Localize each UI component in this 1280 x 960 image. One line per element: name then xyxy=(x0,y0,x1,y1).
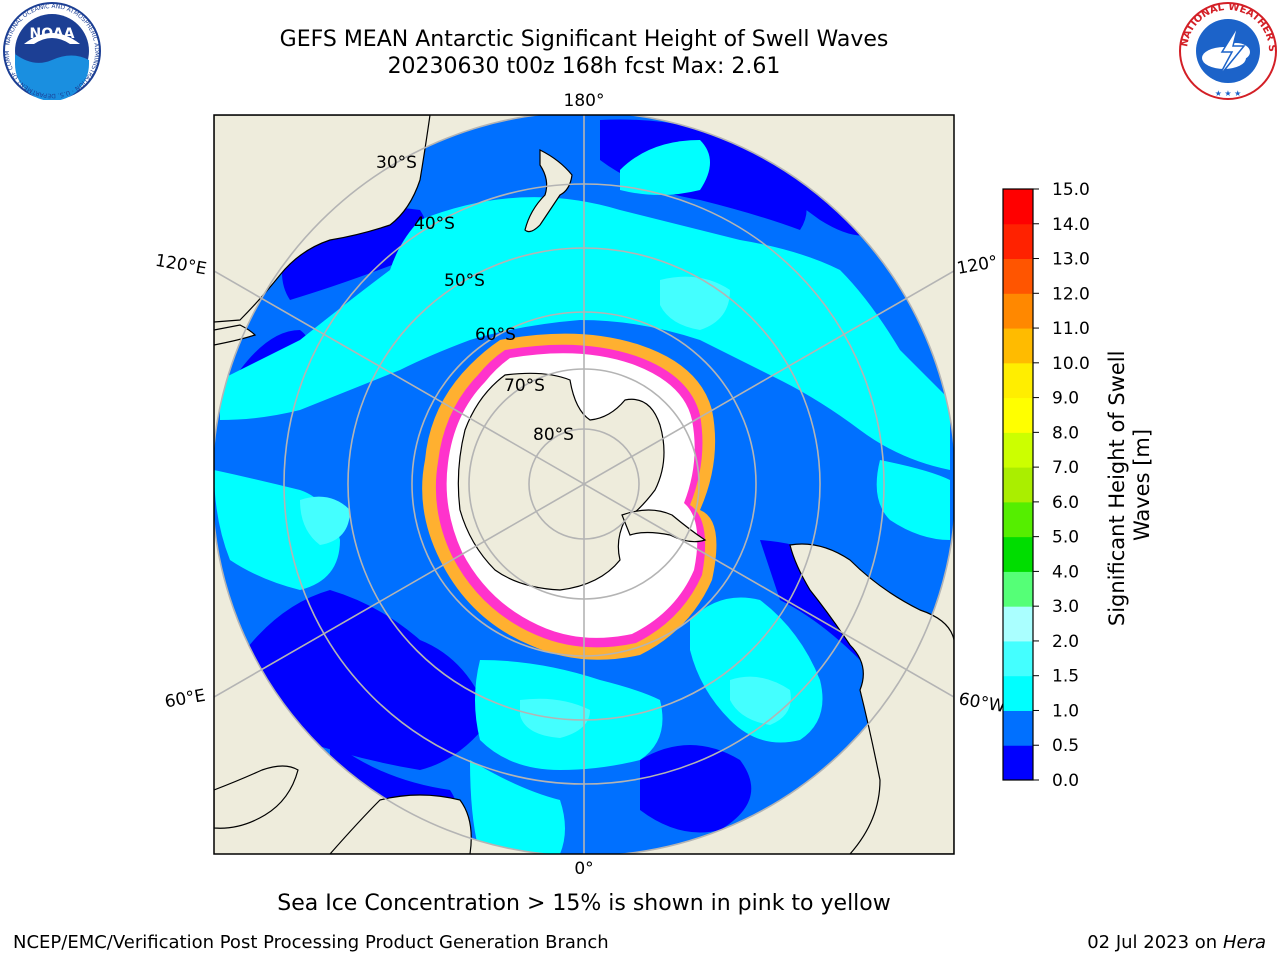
lon-label-60w: 60°W xyxy=(957,689,1007,717)
colorbar-tick-label: 7.0 xyxy=(1052,458,1079,478)
colorbar-swatch xyxy=(1003,189,1033,225)
map-frame-area xyxy=(214,115,954,854)
colorbar-frame xyxy=(1002,188,1034,781)
colorbar-label-line2: Waves [m] xyxy=(1130,429,1154,541)
colorbar-tick-label: 0.5 xyxy=(1052,736,1079,756)
colorbar-tick-label: 13.0 xyxy=(1052,250,1090,270)
colorbar-swatch xyxy=(1003,745,1033,781)
africa-land xyxy=(329,794,472,854)
colorbar-tick-label: 2.0 xyxy=(1052,632,1079,652)
colorbar-tick-label: 1.5 xyxy=(1052,667,1079,687)
map-border xyxy=(213,114,955,855)
madagascar-land xyxy=(214,765,299,829)
chart-title: GEFS MEAN Antarctic Significant Height o… xyxy=(279,27,889,52)
colorbar-swatch xyxy=(1003,293,1033,329)
lon-label-0: 0° xyxy=(574,859,593,879)
colorbar-tick-label: 11.0 xyxy=(1052,319,1090,339)
colorbar-swatch xyxy=(1003,675,1033,711)
antarctica-land xyxy=(457,372,665,591)
noaa-logo-icon: NOAA NATIONAL OCEANIC AND ATMOSPHERIC AD… xyxy=(2,2,101,100)
colorbar-tick-label: 5.0 xyxy=(1052,528,1079,548)
date-stamp-host: Hera xyxy=(1222,932,1266,953)
colorbar-label-line1: Significant Height of Swell xyxy=(1105,351,1129,627)
svg-text:★ ★ ★: ★ ★ ★ xyxy=(1215,89,1242,98)
colorbar-swatch xyxy=(1003,258,1033,294)
colorbar-tick-label: 3.0 xyxy=(1052,597,1079,617)
colorbar: 0.0 0.5 1.0 1.5 2.0 3.0 4.0 5.0 6.0 7.0 8.0 9.0 10.0… xyxy=(1002,180,1090,791)
lat-label-80s: 80°S xyxy=(533,425,574,445)
lat-label-50s: 50°S xyxy=(444,271,485,291)
graticule xyxy=(214,115,954,854)
colorbar-tick-label: 6.0 xyxy=(1052,493,1079,513)
sea-ice-footnote: Sea Ice Concentration > 15% is shown in … xyxy=(277,891,891,916)
colorbar-swatch xyxy=(1003,397,1033,433)
colorbar-label: Significant Height of Swell Waves [m] xyxy=(1105,344,1154,626)
credit-line: NCEP/EMC/Verification Post Processing Pr… xyxy=(13,932,609,953)
chart-subtitle: 20230630 t00z 168h fcst Max: 2.61 xyxy=(387,54,781,79)
colorbar-tick-label: 14.0 xyxy=(1052,215,1090,235)
colorbar-swatch xyxy=(1003,640,1033,677)
lat-label-30s: 30°S xyxy=(376,153,417,173)
date-stamp: 02 Jul 2023 on Hera xyxy=(1087,932,1266,953)
noaa-logo-text: NOAA xyxy=(30,26,75,42)
lat-label-60s: 60°S xyxy=(475,325,516,345)
lon-label-60e: 60°E xyxy=(163,686,207,713)
colorbar-tick-label: 12.0 xyxy=(1052,284,1090,304)
colorbar-swatch xyxy=(1003,710,1033,746)
colorbar-swatch xyxy=(1003,536,1033,572)
colorbar-tick-label: 10.0 xyxy=(1052,354,1090,374)
wave-field xyxy=(214,115,954,854)
australia-land xyxy=(214,115,431,323)
lon-label-120e: 120°E xyxy=(154,251,208,280)
colorbar-tick-label: 9.0 xyxy=(1052,389,1079,409)
colorbar-tick-label: 1.0 xyxy=(1052,701,1079,721)
date-stamp-date: 02 Jul 2023 on xyxy=(1087,932,1218,953)
colorbar-swatch xyxy=(1003,606,1033,642)
lon-label-180: 180° xyxy=(564,91,605,111)
nws-logo-icon: NATIONAL WEATHER SERVICE ★ ★ ★ xyxy=(1178,2,1277,100)
colorbar-tick-label: 4.0 xyxy=(1052,562,1079,582)
colorbar-swatch xyxy=(1003,467,1033,503)
colorbar-swatch xyxy=(1003,501,1033,538)
colorbar-swatch xyxy=(1003,328,1033,364)
colorbar-tick-label: 0.0 xyxy=(1052,771,1079,791)
colorbar-swatch xyxy=(1003,362,1033,399)
colorbar-tick-label: 15.0 xyxy=(1052,180,1090,200)
colorbar-swatch xyxy=(1003,223,1033,260)
meridian-60e-120w xyxy=(214,270,954,698)
lon-label-120w: 120° xyxy=(955,252,999,279)
lat-label-40s: 40°S xyxy=(414,214,455,234)
colorbar-swatch xyxy=(1003,571,1033,607)
colorbar-tick-label: 8.0 xyxy=(1052,423,1079,443)
colorbar-swatch xyxy=(1003,432,1033,468)
new-zealand-land xyxy=(524,149,573,233)
lat-label-70s: 70°S xyxy=(504,376,545,396)
